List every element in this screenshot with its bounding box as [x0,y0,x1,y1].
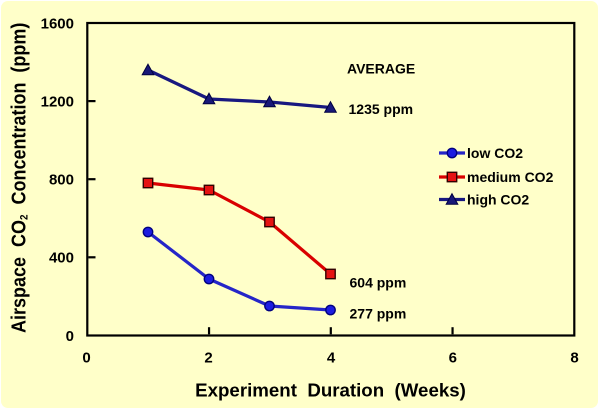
svg-text:low CO2: low CO2 [467,145,523,161]
svg-text:277 ppm: 277 ppm [350,306,407,322]
svg-text:AVERAGE: AVERAGE [347,61,415,77]
svg-text:medium CO2: medium CO2 [467,169,554,185]
svg-text:604 ppm: 604 ppm [350,274,407,290]
svg-text:high CO2: high CO2 [467,192,529,208]
svg-text:2: 2 [204,350,212,367]
svg-text:0: 0 [82,350,90,367]
svg-text:0: 0 [66,328,74,345]
svg-text:Airspace CO2 Concentration: Airspace CO2 Concentration (ppm) [9,23,31,333]
svg-text:6: 6 [449,350,457,367]
svg-text:400: 400 [49,250,74,267]
svg-text:4: 4 [327,350,336,367]
svg-text:1600: 1600 [41,15,74,32]
svg-text:1200: 1200 [41,94,74,111]
svg-text:Experiment Duration (Weeks): Experiment Duration (Weeks) [195,380,466,401]
svg-text:1235 ppm: 1235 ppm [349,101,414,117]
svg-text:8: 8 [570,350,578,367]
svg-text:800: 800 [49,172,74,189]
